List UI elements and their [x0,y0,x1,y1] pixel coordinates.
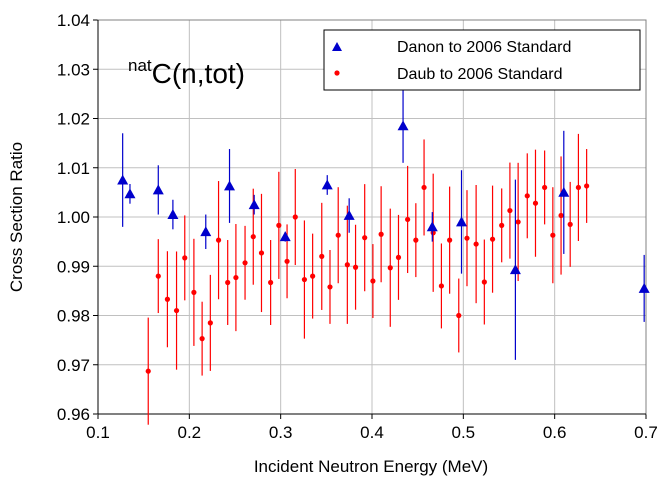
legend-box [323,29,641,91]
y-tick-label: 1.04 [57,11,90,30]
daub-point [507,207,513,214]
x-tick-label: 0.3 [269,423,293,442]
y-tick-label: 0.96 [57,405,90,424]
danon-point [638,282,650,293]
daub-point [558,212,564,219]
daub-point [215,237,222,243]
daub-point [191,289,197,295]
daub-point [567,221,573,227]
danon-point [558,186,570,197]
daub-point [301,276,308,283]
daub-point [413,237,419,243]
danon-point [200,226,212,237]
danon-point [152,184,164,195]
daub-point [481,279,487,285]
daub-point [173,307,180,314]
daub-point [395,254,402,260]
daub-point [447,237,453,243]
danon-point [343,210,355,220]
daub-point [464,235,470,241]
danon-point [224,180,236,191]
daub-point [532,200,539,206]
daub-point [250,234,256,240]
daub-point [268,279,274,286]
annotation-superscript: nat [128,56,152,75]
daub-point [489,236,496,242]
daub-point [225,279,231,286]
daub-point [292,214,298,220]
daub-point [284,258,290,264]
danon-point [456,216,468,227]
daub-point [515,219,521,225]
x-tick-label: 0.1 [86,423,110,442]
daub-point [438,283,445,289]
daub-point [182,255,188,261]
legend-item-daub: Daub to 2006 Standard [397,66,562,83]
daub-point [319,253,325,259]
daub-point [387,265,393,271]
danon-point [248,199,260,210]
daub-point [421,184,427,191]
daub-point [258,250,265,256]
daub-point [378,231,384,237]
danon-point [124,188,136,199]
daub-point [473,241,479,247]
daub-point [456,312,462,319]
daub-point [344,262,350,268]
danon-point [321,179,333,190]
y-tick-label: 1.02 [57,110,90,129]
x-tick-labels: 0.1 0.2 0.3 0.4 0.5 0.6 0.7 [86,423,658,442]
daub-point [362,235,368,241]
daub-point [207,320,213,326]
danon-point [426,221,438,232]
y-tick-label: 0.99 [57,257,90,276]
y-tick-label: 1.01 [57,159,90,178]
y-tick-label: 0.98 [57,307,90,326]
daub-point [155,273,161,279]
chart-annotation: natC(n,tot) [128,56,245,89]
y-tick-labels: 0.96 0.97 0.98 0.99 1.00 1.01 1.02 1.03 1.04 [57,11,90,424]
daub-point [335,232,341,238]
daub-point [499,222,505,228]
daub-point [405,216,411,223]
daub-point [524,193,530,199]
daub-point [542,184,548,191]
legend-triangle-icon [332,42,342,51]
legend: Danon to 2006 Standard Daub to 2006 Stan… [323,29,641,91]
legend-item-danon: Danon to 2006 Standard [397,39,571,56]
x-tick-label: 0.6 [543,423,567,442]
y-tick-label: 1.03 [57,60,90,79]
x-tick-label: 0.2 [178,423,202,442]
x-tick-label: 0.7 [634,423,658,442]
x-axis-label: Incident Neutron Energy (MeV) [254,457,488,476]
daub-point [276,222,282,228]
danon-point [397,120,409,131]
daub-point [575,184,582,191]
y-axis-label: Cross Section Ratio [7,142,26,292]
daub-point [145,368,151,374]
daub-point [242,260,248,266]
x-tick-label: 0.5 [452,423,476,442]
annotation-text: C(n,tot) [152,58,245,89]
daub-point [550,232,556,238]
danon-point [279,231,291,242]
y-tick-label: 0.97 [57,356,90,375]
danon-point [167,209,179,219]
plot-area [117,88,650,425]
daub-point [164,296,171,302]
x-tick-label: 0.4 [360,423,384,442]
daub-point [310,273,316,279]
daub-point [370,278,376,284]
daub-point [584,183,590,189]
daub-point [327,284,333,290]
axes [93,19,647,419]
legend-circle-icon [334,70,340,76]
danon-point [509,264,521,275]
daub-point [233,274,239,281]
danon-point [117,174,129,185]
daub-point [199,336,205,342]
daub-point [352,264,359,270]
y-tick-label: 1.00 [57,208,90,227]
